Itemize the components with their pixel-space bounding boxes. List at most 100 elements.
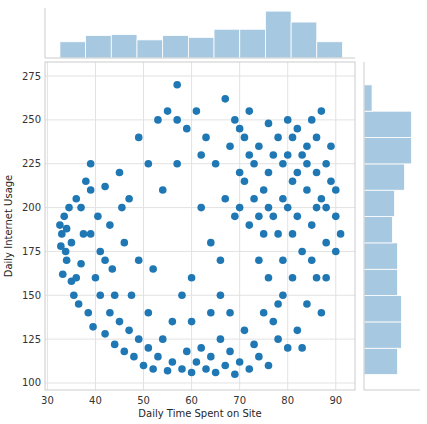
tick-label: 80 — [281, 395, 294, 406]
circle — [202, 365, 210, 373]
circle — [173, 81, 181, 89]
circle — [303, 186, 311, 194]
circle — [284, 344, 292, 352]
circle — [298, 344, 306, 352]
circle — [322, 274, 330, 282]
right-histogram — [364, 85, 412, 375]
circle — [92, 274, 100, 282]
circle — [188, 274, 196, 282]
circle — [106, 221, 114, 229]
circle — [255, 353, 263, 361]
hist-bar — [364, 85, 372, 111]
circle — [135, 256, 143, 264]
grid-line — [143, 62, 144, 390]
circle — [231, 213, 239, 221]
circle — [80, 230, 88, 238]
tick-label: 125 — [22, 334, 41, 345]
circle — [125, 195, 133, 203]
circle — [94, 213, 102, 221]
circle — [56, 221, 64, 229]
grid-line — [45, 339, 355, 340]
circle — [289, 177, 297, 185]
circle — [72, 274, 80, 282]
hist-bar — [364, 190, 394, 216]
circle — [289, 274, 297, 282]
circle — [118, 204, 126, 212]
circle — [178, 365, 186, 373]
grid-line — [335, 62, 336, 390]
circle — [265, 169, 273, 177]
hist-bar — [364, 243, 398, 269]
circle — [221, 362, 229, 370]
circle — [164, 367, 172, 375]
circle — [68, 239, 76, 247]
circle — [130, 353, 138, 361]
circle — [269, 151, 277, 159]
hist-bar — [364, 348, 398, 374]
circle — [322, 160, 330, 168]
circle — [70, 291, 78, 299]
circle — [294, 327, 302, 335]
tick-label: 30 — [41, 395, 54, 406]
circle — [298, 248, 306, 256]
circle — [269, 318, 277, 326]
circle — [269, 213, 277, 221]
circle — [250, 160, 258, 168]
tick-label: 150 — [22, 290, 41, 301]
circle — [149, 265, 157, 273]
circle — [274, 335, 282, 343]
hist-bar — [137, 40, 163, 58]
circle — [313, 134, 321, 142]
grid-line — [95, 62, 96, 390]
circle — [169, 358, 177, 366]
circle — [217, 291, 225, 299]
circle — [332, 213, 340, 221]
circle — [96, 248, 104, 256]
circle — [135, 134, 143, 142]
circle — [96, 291, 104, 299]
circle — [65, 204, 73, 212]
hist-bar — [364, 269, 398, 295]
grid-line — [45, 382, 355, 383]
circle — [279, 291, 287, 299]
hist-bar — [111, 35, 137, 58]
circle — [236, 204, 244, 212]
circle — [289, 230, 297, 238]
circle — [145, 160, 153, 168]
circle — [284, 151, 292, 159]
circle — [145, 309, 153, 317]
chart: 30405060708090100125150175200225250275Da… — [0, 0, 427, 424]
circle — [284, 204, 292, 212]
grid-line — [45, 76, 355, 77]
circle — [116, 318, 124, 326]
circle — [274, 300, 282, 308]
circle — [212, 369, 220, 377]
circle — [101, 330, 109, 338]
circle — [116, 169, 124, 177]
grid-line — [287, 62, 288, 390]
circle — [169, 318, 177, 326]
hist-bar — [240, 29, 266, 58]
circle — [245, 151, 253, 159]
background — [0, 0, 427, 424]
circle — [193, 107, 201, 115]
circle — [77, 260, 85, 268]
circle — [318, 309, 326, 317]
grid-line — [45, 295, 355, 296]
hist-bar — [60, 42, 86, 58]
circle — [241, 134, 249, 142]
top-histogram — [60, 11, 343, 58]
x-axis-label: Daily Time Spent on Site — [138, 408, 261, 419]
grid-line — [45, 251, 355, 252]
circle — [294, 213, 302, 221]
tick-label: 225 — [22, 158, 41, 169]
circle — [89, 323, 97, 331]
circle — [265, 362, 273, 370]
hist-bar — [364, 111, 412, 137]
circle — [202, 134, 210, 142]
circle — [236, 169, 244, 177]
axis-line — [45, 8, 46, 58]
circle — [241, 177, 249, 185]
hist-bar — [317, 42, 343, 58]
circle — [197, 204, 205, 212]
